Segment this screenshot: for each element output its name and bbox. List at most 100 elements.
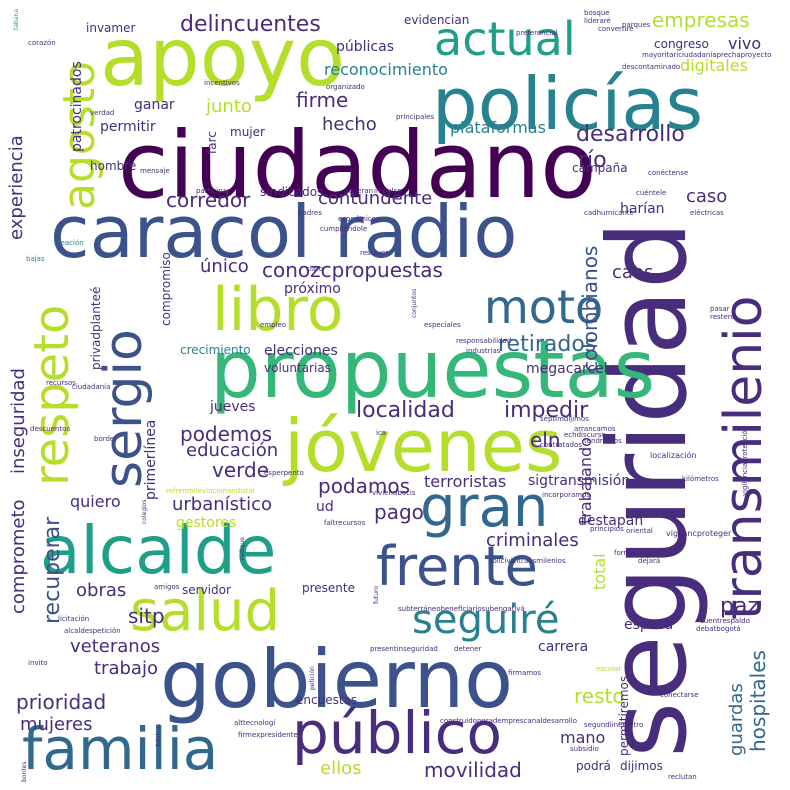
word-total: total [590,553,609,590]
word-vivo: vivo [728,34,762,53]
word-alcaldespeticion: alcaldespetición [64,627,121,635]
word-participar: participar [196,187,230,195]
word-caracol-radio: caracol radio [50,190,518,274]
word-mujer: mujer [230,125,265,139]
word-obras: obras [76,580,127,601]
word-subterraneo: subterráneobeneficiariosubengativá [398,605,525,613]
word-descuentos: descuentos [30,425,71,433]
word-reconocimiento: reconocimiento [324,60,448,79]
word-paz: paz [720,594,759,619]
word-sitp: sitp [128,604,165,628]
word-convertire: convertiré [598,25,634,33]
word-viviendbocis: viviendbocis [372,489,416,497]
word-ciudadano: ciudadano [118,112,597,219]
word-apoyo: apoyo [100,11,346,104]
word-echdiscurso: echdiscurso [564,431,606,439]
word-quiero: quiero [70,492,121,511]
word-cadhumicante: cadhumicante [584,209,634,217]
word-voluntarias: voluntarias [264,361,331,375]
word-bordes: bordes [21,761,28,782]
word-borde: borde [94,435,115,443]
word-prioridad: prioridad [16,690,107,714]
word-incorporamos: incorporamos [542,491,591,499]
word-pasar: pasar [710,305,730,313]
word-principales: principales [396,113,435,121]
word-unico: único [200,256,249,277]
word-ica: ica [376,429,387,437]
word-digitales: digitales [680,56,748,75]
word-verdad: verdad [90,109,115,117]
word-actual: actual [434,12,576,66]
word-jueves: jueves [210,399,256,415]
word-salud: salud [130,579,281,644]
word-reclutan: reclutan [668,773,697,781]
word-conozcpropuestas: conozcpropuestas [262,258,443,282]
word-oriental: oriental [626,527,653,535]
word-kilometros: kilómetros [682,475,719,483]
word-ellos: ellos [320,758,362,779]
word-firmexpresidente: firmexpresidente [238,731,298,739]
word-generan: generan [344,187,374,195]
word-construido: construidoperademprescanaldesarrollo [440,717,577,725]
word-sigtransmision: sigtransmisión [528,473,631,489]
word-elecciones: elecciones [264,343,338,359]
word-cuentele: cuéntele [636,189,667,197]
word-economicos: económicos [338,215,380,223]
word-peticion: petición [309,666,316,690]
word-hombre: hombre [90,159,137,173]
word-resto: resto [574,684,625,708]
word-licitacion: licitación [58,615,90,623]
word-invamer: invamer [86,21,136,35]
word-refrenmil: refrenmilevincionandistal [166,487,255,495]
word-evidencian: evidencian [404,13,470,27]
word-mayoritari: mayoritariciudadaníaprechaproyecto [642,51,772,59]
word-respeto: respeto [24,304,80,486]
word-industrias: industrias [466,347,501,355]
word-amigos: amigos [154,583,180,591]
word-veteranos: veteranos [70,636,161,657]
word-harian: harían [620,201,665,217]
word-policias: policías [432,62,703,146]
word-mano: mano [560,728,606,747]
word-publicas: públicas [336,39,394,55]
word-subsidio: subsidio [570,745,599,753]
word-formal: formal [614,549,637,557]
word-servidor: servidor [182,583,231,597]
word-descontaminado: descontaminado [622,63,681,71]
word-proximo: próximo [284,281,341,297]
word-organizado: organizado [326,83,365,91]
word-firme: firme [296,88,349,112]
word-gestores: gestores [176,515,237,531]
word-familia: familia [22,715,219,783]
word-corazon: corazón [28,39,56,47]
word-escolar: escolar [596,665,622,673]
word-dejara: dejará [638,557,661,565]
word-experiencia: experiencia [6,135,27,240]
word-electricas: eléctricas [690,209,724,217]
word-trabajo: trabajo [94,658,158,679]
word-verde: verde [212,458,270,482]
word-caso: caso [686,186,728,207]
word-gran: gran [420,475,549,540]
word-basicos: básicos [155,723,162,746]
word-colegios: colegios [141,499,148,524]
word-compromiso: compromiso [159,252,173,326]
word-comprometo: comprometo [8,499,29,614]
word-septimdijimos: séptimdijimos [540,415,589,423]
word-ganar: ganar [134,97,175,113]
word-ud: ud [316,499,334,515]
word-caos: caos [612,262,654,283]
word-debatbogota: debatbogotá [696,625,741,633]
word-guardas: guardas [726,683,747,756]
word-firmamos: firmamos [508,669,542,677]
word-vigilanciaproteccion: vigilanciaprotección [741,425,749,496]
word-bosque: bosque [584,9,610,17]
word-moto: moto [484,280,604,334]
word-eln: eln [530,428,561,452]
word-restero: restero [710,313,735,321]
word-farc: farc [205,131,219,154]
word-presentinseguridad: presentinseguridad [370,645,438,653]
word-contratados: contratados [540,441,582,449]
word-primerlinea: primerlínea [143,419,159,500]
